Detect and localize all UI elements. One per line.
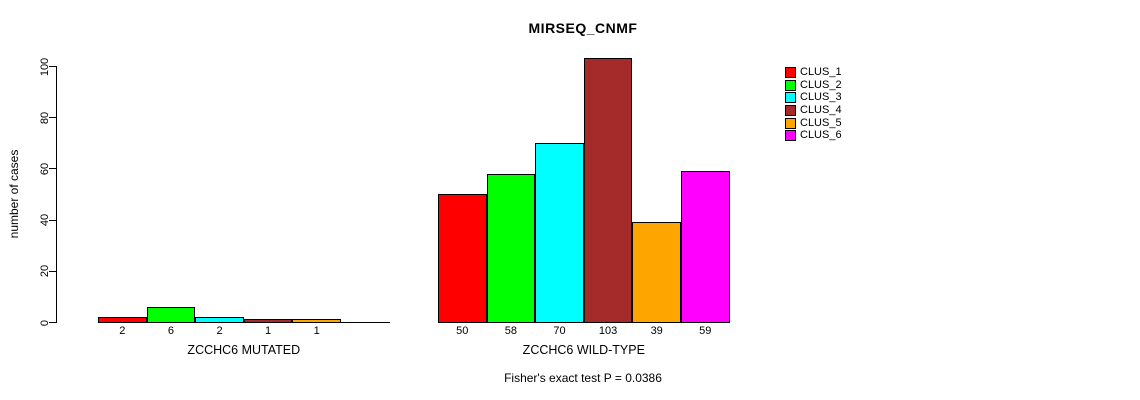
legend-swatch-clus_5 [785,117,796,129]
y-axis-tick [49,66,56,67]
bar-clus_3-mutated [195,317,244,323]
bar-clus_5-mutated [292,319,341,323]
legend-swatch-clus_3 [785,92,796,104]
bar-value-label: 39 [650,325,663,337]
bar-clus_2-wild-type [486,174,536,323]
bar-value-label: 59 [699,325,712,337]
x-group-label-wild-type: ZCCHC6 WILD-TYPE [522,343,645,357]
bar-clus_6-wild-type [681,171,730,323]
y-axis-tick-label: 100 [39,57,51,76]
bar-value-label: 50 [456,325,469,337]
y-axis-title: number of cases [7,149,21,239]
legend-swatch-clus_4 [785,104,796,116]
y-axis-tick-label: 20 [39,265,51,278]
y-axis-tick [49,168,56,170]
legend-label: CLUS_6 [800,129,842,142]
legend-item-clus_6: CLUS_6 [785,129,842,142]
y-axis-tick [49,117,56,119]
bar-value-label: 1 [265,325,272,337]
bar-clus_6-mutated [341,322,390,323]
y-axis-tick-label: 40 [39,213,51,227]
legend-label: CLUS_1 [800,65,842,78]
legend: CLUS_1 CLUS_2 CLUS_3 CLUS_4 CLUS_5 CLUS_6 [785,66,842,142]
legend-swatch-clus_2 [785,79,796,91]
bar-value-label: 2 [119,325,126,337]
bar-clus_5-wild-type [632,222,681,323]
legend-item-clus_4: CLUS_4 [785,104,842,117]
y-axis-tick-label: 60 [39,162,51,176]
legend-label: CLUS_4 [800,103,842,116]
bar-value-label: 1 [313,325,320,337]
bar-clus_1-mutated [98,317,147,323]
y-axis-tick-label: 0 [39,319,51,326]
y-axis-tick [49,322,56,323]
legend-item-clus_5: CLUS_5 [785,117,842,130]
legend-label: CLUS_2 [800,78,842,91]
y-axis-tick [49,219,56,221]
bar-clus_1-wild-type [438,194,487,323]
chart-title: MIRSEQ_CNMF [528,20,638,36]
bar-clus_3-wild-type [535,143,584,323]
bar-value-label: 103 [598,325,618,337]
legend-label: CLUS_5 [800,116,842,129]
bar-value-label: 70 [553,325,566,337]
legend-item-clus_2: CLUS_2 [785,79,842,92]
y-axis-tick [49,270,56,272]
y-axis-tick-label: 80 [39,111,51,124]
legend-label: CLUS_3 [800,91,842,104]
bar-clus_4-wild-type [583,58,633,323]
x-group-label-mutated: ZCCHC6 MUTATED [187,343,301,357]
fisher-test-annotation: Fisher's exact test P = 0.0386 [504,371,662,385]
legend-item-clus_1: CLUS_1 [785,66,842,79]
legend-swatch-clus_6 [785,130,796,142]
bar-value-label: 58 [504,325,518,337]
legend-swatch-clus_1 [785,66,796,78]
bar-value-label: 2 [216,325,223,337]
bar-clus_4-mutated [243,319,293,323]
bar-value-label: 6 [167,325,174,337]
bar-clus_2-mutated [146,307,196,323]
legend-item-clus_3: CLUS_3 [785,91,842,104]
y-axis-line [56,66,57,323]
